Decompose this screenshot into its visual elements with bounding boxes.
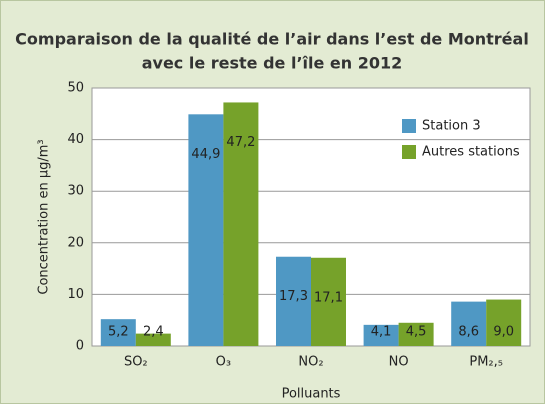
bar xyxy=(363,324,399,346)
bar xyxy=(100,319,136,346)
legend-label: Station 3 xyxy=(422,119,481,134)
value-label: 47,2 xyxy=(226,135,255,150)
y-tick-label: 0 xyxy=(76,339,84,354)
bar xyxy=(311,257,346,346)
y-axis-label: Concentration en µg/m³ xyxy=(37,139,52,294)
value-label: 5,2 xyxy=(108,325,129,340)
y-tick-label: 40 xyxy=(67,132,84,147)
y-tick-label: 50 xyxy=(67,81,84,96)
x-tick-label: O₃ xyxy=(216,355,231,370)
value-label: 4,1 xyxy=(371,325,392,340)
value-label: 8,6 xyxy=(458,325,479,340)
legend-swatch xyxy=(402,145,416,159)
x-tick-label: PM₂,₅ xyxy=(469,355,503,370)
x-tick-label: NO xyxy=(389,355,409,370)
y-tick-label: 10 xyxy=(67,287,84,302)
bar xyxy=(135,333,171,346)
value-label: 17,1 xyxy=(314,290,343,305)
y-tick-label: 30 xyxy=(67,184,84,199)
x-tick-label: NO₂ xyxy=(298,355,323,370)
bar xyxy=(276,256,311,346)
value-label: 9,0 xyxy=(493,325,514,340)
bar xyxy=(398,322,434,346)
value-label: 4,5 xyxy=(406,325,427,340)
value-label: 44,9 xyxy=(191,147,220,162)
chart-title: Comparaison de la qualité de l’air dans … xyxy=(15,30,529,49)
x-tick-label: SO₂ xyxy=(124,355,148,370)
bar xyxy=(188,114,224,346)
legend-swatch xyxy=(402,119,416,133)
y-tick-label: 20 xyxy=(67,235,84,250)
chart-title: avec le reste de l’île en 2012 xyxy=(142,54,403,73)
bar xyxy=(486,299,522,346)
bar xyxy=(223,102,259,346)
legend-label: Autres stations xyxy=(422,145,520,160)
value-label: 17,3 xyxy=(279,289,308,304)
bar xyxy=(451,301,487,346)
x-axis-label: Polluants xyxy=(282,387,341,402)
value-label: 2,4 xyxy=(143,325,164,340)
